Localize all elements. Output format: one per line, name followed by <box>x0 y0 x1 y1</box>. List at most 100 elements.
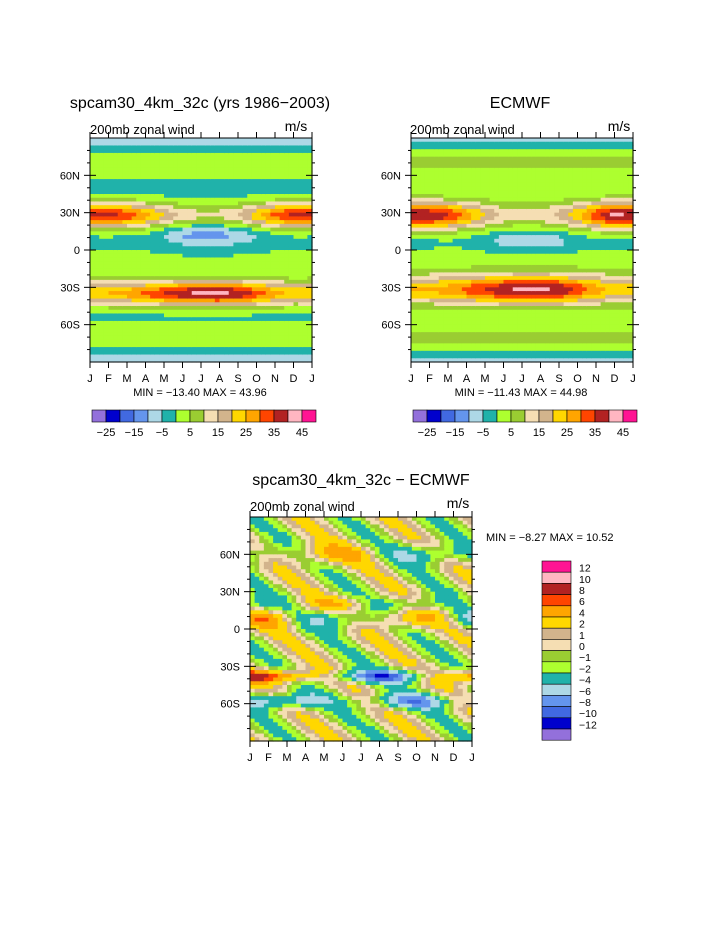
heatmap-cell <box>251 324 258 329</box>
heatmap-cell <box>261 220 267 225</box>
heatmap-cell <box>434 253 440 259</box>
heatmap-cell <box>168 179 174 184</box>
heatmap-cell <box>498 328 505 333</box>
heatmap-cell <box>94 201 100 206</box>
heatmap-cell <box>94 235 100 240</box>
heatmap-cell <box>242 276 248 281</box>
heatmap-cell <box>554 328 560 333</box>
heatmap-cell <box>140 298 147 303</box>
heatmap-cell <box>247 257 253 262</box>
heatmap-cell <box>531 335 537 341</box>
heatmap-cell <box>265 216 271 221</box>
heatmap-cell <box>452 279 458 285</box>
heatmap-cell <box>182 212 188 217</box>
heatmap-cell <box>247 250 253 255</box>
heatmap-cell <box>94 261 100 266</box>
heatmap-cell <box>279 276 285 281</box>
heatmap-cell <box>219 175 225 180</box>
heatmap-cell <box>494 141 500 147</box>
heatmap-cell <box>508 197 514 203</box>
heatmap-cell <box>279 182 285 188</box>
heatmap-cell <box>540 197 546 203</box>
heatmap-cell <box>103 238 110 244</box>
heatmap-cell <box>512 350 518 356</box>
heatmap-cell <box>224 227 230 232</box>
heatmap-cell <box>461 186 468 191</box>
heatmap-cell <box>242 328 248 333</box>
heatmap-cell <box>187 190 193 195</box>
heatmap-cell <box>150 276 156 281</box>
heatmap-cell <box>210 253 216 259</box>
heatmap-cell <box>256 253 262 259</box>
heatmap-cell <box>522 220 528 225</box>
heatmap-cell <box>127 347 133 352</box>
heatmap-cell <box>279 235 285 240</box>
heatmap-cell <box>247 294 253 300</box>
heatmap-cell <box>559 283 565 288</box>
heatmap-cell <box>434 302 440 307</box>
heatmap-cell <box>99 201 105 206</box>
heatmap-cell <box>177 276 184 281</box>
heatmap-cell <box>522 358 528 363</box>
heatmap-cell <box>434 298 440 303</box>
heatmap-cell <box>540 272 546 277</box>
heatmap-cell <box>177 332 184 337</box>
heatmap-cell <box>168 283 174 288</box>
heatmap-cell <box>438 205 444 210</box>
heatmap-cell <box>159 197 165 203</box>
heatmap-cell <box>122 343 128 348</box>
heatmap-cell <box>307 358 313 363</box>
heatmap-cell <box>168 235 174 240</box>
heatmap-cell <box>298 242 304 247</box>
heatmap-cell <box>242 358 248 363</box>
heatmap-cell <box>279 279 285 285</box>
heatmap-cell <box>554 264 560 270</box>
heatmap-cell <box>452 246 458 251</box>
heatmap-cell <box>302 197 308 203</box>
heatmap-cell <box>122 194 128 199</box>
heatmap-cell <box>489 194 495 199</box>
heatmap-cell <box>168 313 174 318</box>
heatmap-cell <box>307 186 313 191</box>
heatmap-cell <box>210 164 216 169</box>
heatmap-cell <box>275 350 281 356</box>
heatmap-cell <box>150 298 156 303</box>
heatmap-cell <box>279 261 285 266</box>
heatmap-cell <box>429 190 435 195</box>
heatmap-cell <box>265 171 271 176</box>
heatmap-cell <box>242 268 248 273</box>
heatmap-cell <box>242 253 248 259</box>
heatmap-cell <box>117 302 123 307</box>
heatmap-cell <box>242 347 248 352</box>
heatmap-cell <box>140 156 147 161</box>
heatmap-cell <box>127 279 133 285</box>
heatmap-cell <box>131 246 137 251</box>
heatmap-cell <box>168 138 174 143</box>
heatmap-cell <box>293 358 299 363</box>
heatmap-cell <box>559 276 565 281</box>
heatmap-cell <box>99 167 105 173</box>
heatmap-cell <box>140 253 147 259</box>
heatmap-cell <box>210 205 216 210</box>
heatmap-cell <box>205 141 211 147</box>
heatmap-cell <box>233 302 239 307</box>
heatmap-cell <box>177 317 184 322</box>
heatmap-cell <box>540 212 546 217</box>
heatmap-cell <box>517 156 523 161</box>
heatmap-cell <box>238 167 244 173</box>
heatmap-cell <box>466 179 472 184</box>
heatmap-cell <box>113 253 119 259</box>
heatmap-cell <box>201 294 207 300</box>
heatmap-cell <box>517 250 523 255</box>
heatmap-cell <box>238 182 244 188</box>
heatmap-cell <box>219 257 225 262</box>
heatmap-cell <box>159 242 165 247</box>
heatmap-cell <box>210 350 216 356</box>
heatmap-cell <box>498 227 505 232</box>
heatmap-cell <box>535 257 542 262</box>
heatmap-cell <box>461 272 468 277</box>
heatmap-cell <box>196 212 202 217</box>
heatmap-cell <box>279 156 285 161</box>
heatmap-cell <box>173 235 179 240</box>
heatmap-cell <box>256 287 262 292</box>
